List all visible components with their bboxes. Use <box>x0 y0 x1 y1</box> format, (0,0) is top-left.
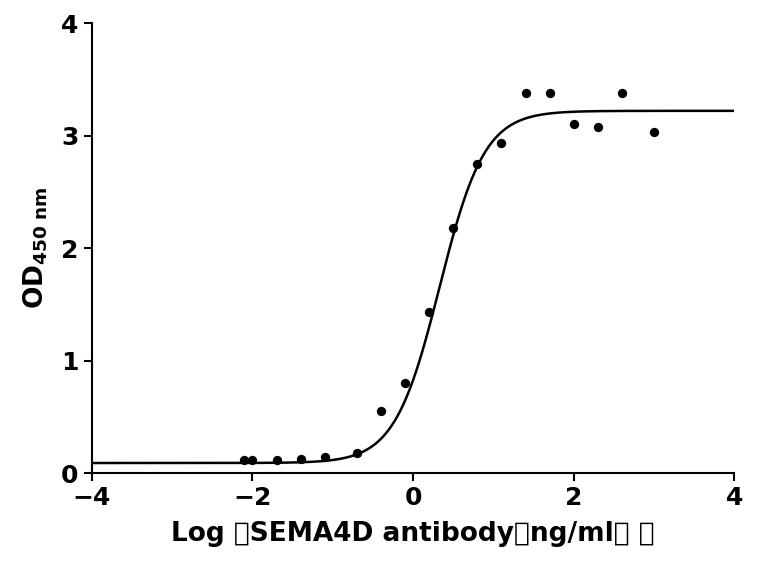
Point <box>496 139 508 148</box>
Point <box>271 455 283 464</box>
Point <box>568 120 580 129</box>
Point <box>592 122 604 131</box>
Point <box>471 159 483 168</box>
Point <box>447 223 459 233</box>
Point <box>648 128 660 137</box>
Point <box>295 454 307 463</box>
Point <box>616 88 628 98</box>
Point <box>246 455 259 464</box>
Point <box>543 88 555 98</box>
Point <box>375 407 387 416</box>
X-axis label: Log （SEMA4D antibody（ng/ml） ）: Log （SEMA4D antibody（ng/ml） ） <box>171 522 655 548</box>
Point <box>423 308 435 317</box>
Y-axis label: $\mathbf{OD_{450\ nm}}$: $\mathbf{OD_{450\ nm}}$ <box>21 187 50 309</box>
Point <box>239 455 251 464</box>
Point <box>318 453 330 462</box>
Point <box>399 379 412 388</box>
Point <box>350 448 363 458</box>
Point <box>519 88 532 98</box>
